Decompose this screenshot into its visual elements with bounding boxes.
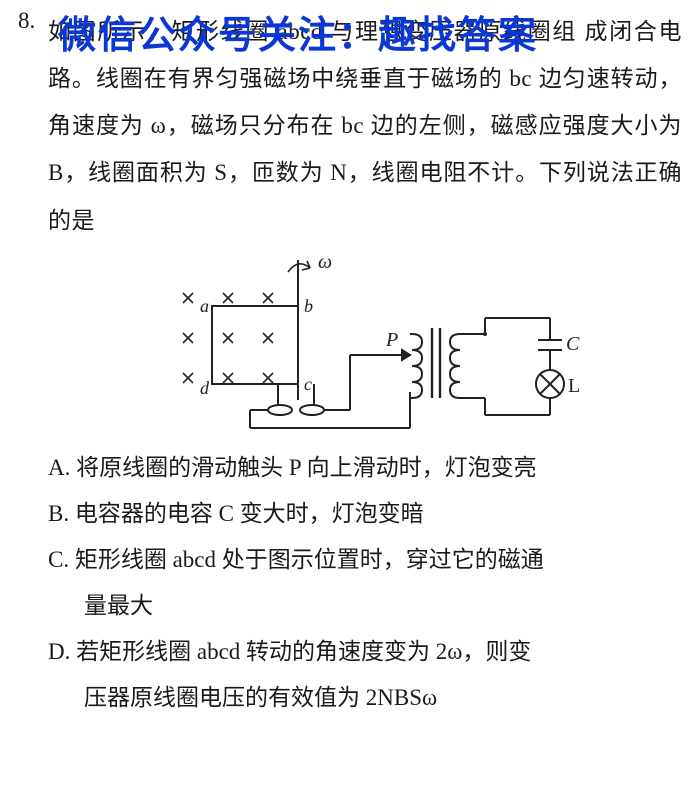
diagram-container: ω a b c d bbox=[48, 250, 682, 435]
question-number: 8. bbox=[18, 8, 35, 34]
option-c-text-1: 矩形线圈 abcd 处于图示位置时，穿过它的磁通 bbox=[75, 547, 544, 572]
option-c: C. 矩形线圈 abcd 处于图示位置时，穿过它的磁通 量最大 bbox=[48, 537, 682, 629]
option-a-label: A. bbox=[48, 455, 70, 480]
option-d: D. 若矩形线圈 abcd 转动的角速度变为 2ω，则变 压器原线圈电压的有效值… bbox=[48, 629, 682, 721]
svg-text:P: P bbox=[385, 329, 398, 351]
svg-text:d: d bbox=[200, 378, 210, 398]
option-c-text-2: 量最大 bbox=[48, 583, 682, 629]
option-d-text-1: 若矩形线圈 abcd 转动的角速度变为 2ω，则变 bbox=[76, 639, 531, 664]
option-d-text-2: 压器原线圈电压的有效值为 2NBSω bbox=[48, 675, 682, 721]
option-c-label: C. bbox=[48, 547, 69, 572]
svg-text:c: c bbox=[304, 374, 312, 394]
option-a-text: 将原线圈的滑动触头 P 向上滑动时，灯泡变亮 bbox=[76, 455, 536, 480]
option-b-text: 电容器的电容 C 变大时，灯泡变暗 bbox=[75, 501, 424, 526]
stem-rest: 成闭合电路。线圈在有界匀强磁场中绕垂直于磁场的 bc 边匀速转动，角速度为 ω，… bbox=[48, 19, 682, 233]
option-d-label: D. bbox=[48, 639, 70, 664]
circuit-diagram: ω a b c d bbox=[150, 250, 580, 435]
svg-text:a: a bbox=[200, 296, 209, 316]
svg-text:L: L bbox=[568, 375, 580, 397]
svg-text:C: C bbox=[566, 333, 580, 355]
option-b-label: B. bbox=[48, 501, 69, 526]
svg-text:ω: ω bbox=[318, 251, 332, 273]
option-a: A. 将原线圈的滑动触头 P 向上滑动时，灯泡变亮 bbox=[48, 445, 682, 491]
options-list: A. 将原线圈的滑动触头 P 向上滑动时，灯泡变亮 B. 电容器的电容 C 变大… bbox=[48, 445, 682, 721]
question-block: 微信公众号关注：趣找答案 8. 如图所示，矩形线圈 abcd 与理想变压器原线圈… bbox=[18, 8, 682, 721]
option-b: B. 电容器的电容 C 变大时，灯泡变暗 bbox=[48, 491, 682, 537]
question-stem: 如图所示，矩形线圈 abcd 与理想变压器原线圈组 成闭合电路。线圈在有界匀强磁… bbox=[48, 8, 682, 244]
stem-line-1: 如图所示，矩形线圈 abcd 与理想变压器原线圈组 bbox=[48, 19, 577, 44]
svg-text:b: b bbox=[304, 296, 313, 316]
